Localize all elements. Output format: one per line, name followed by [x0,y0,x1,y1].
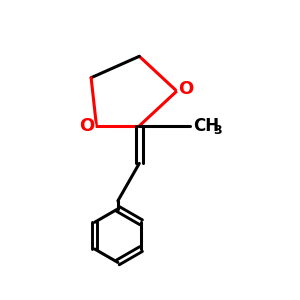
Text: CH: CH [193,117,219,135]
Text: O: O [178,80,194,98]
Text: O: O [79,117,94,135]
Circle shape [78,117,95,134]
Text: 3: 3 [213,124,222,137]
Circle shape [178,80,195,98]
